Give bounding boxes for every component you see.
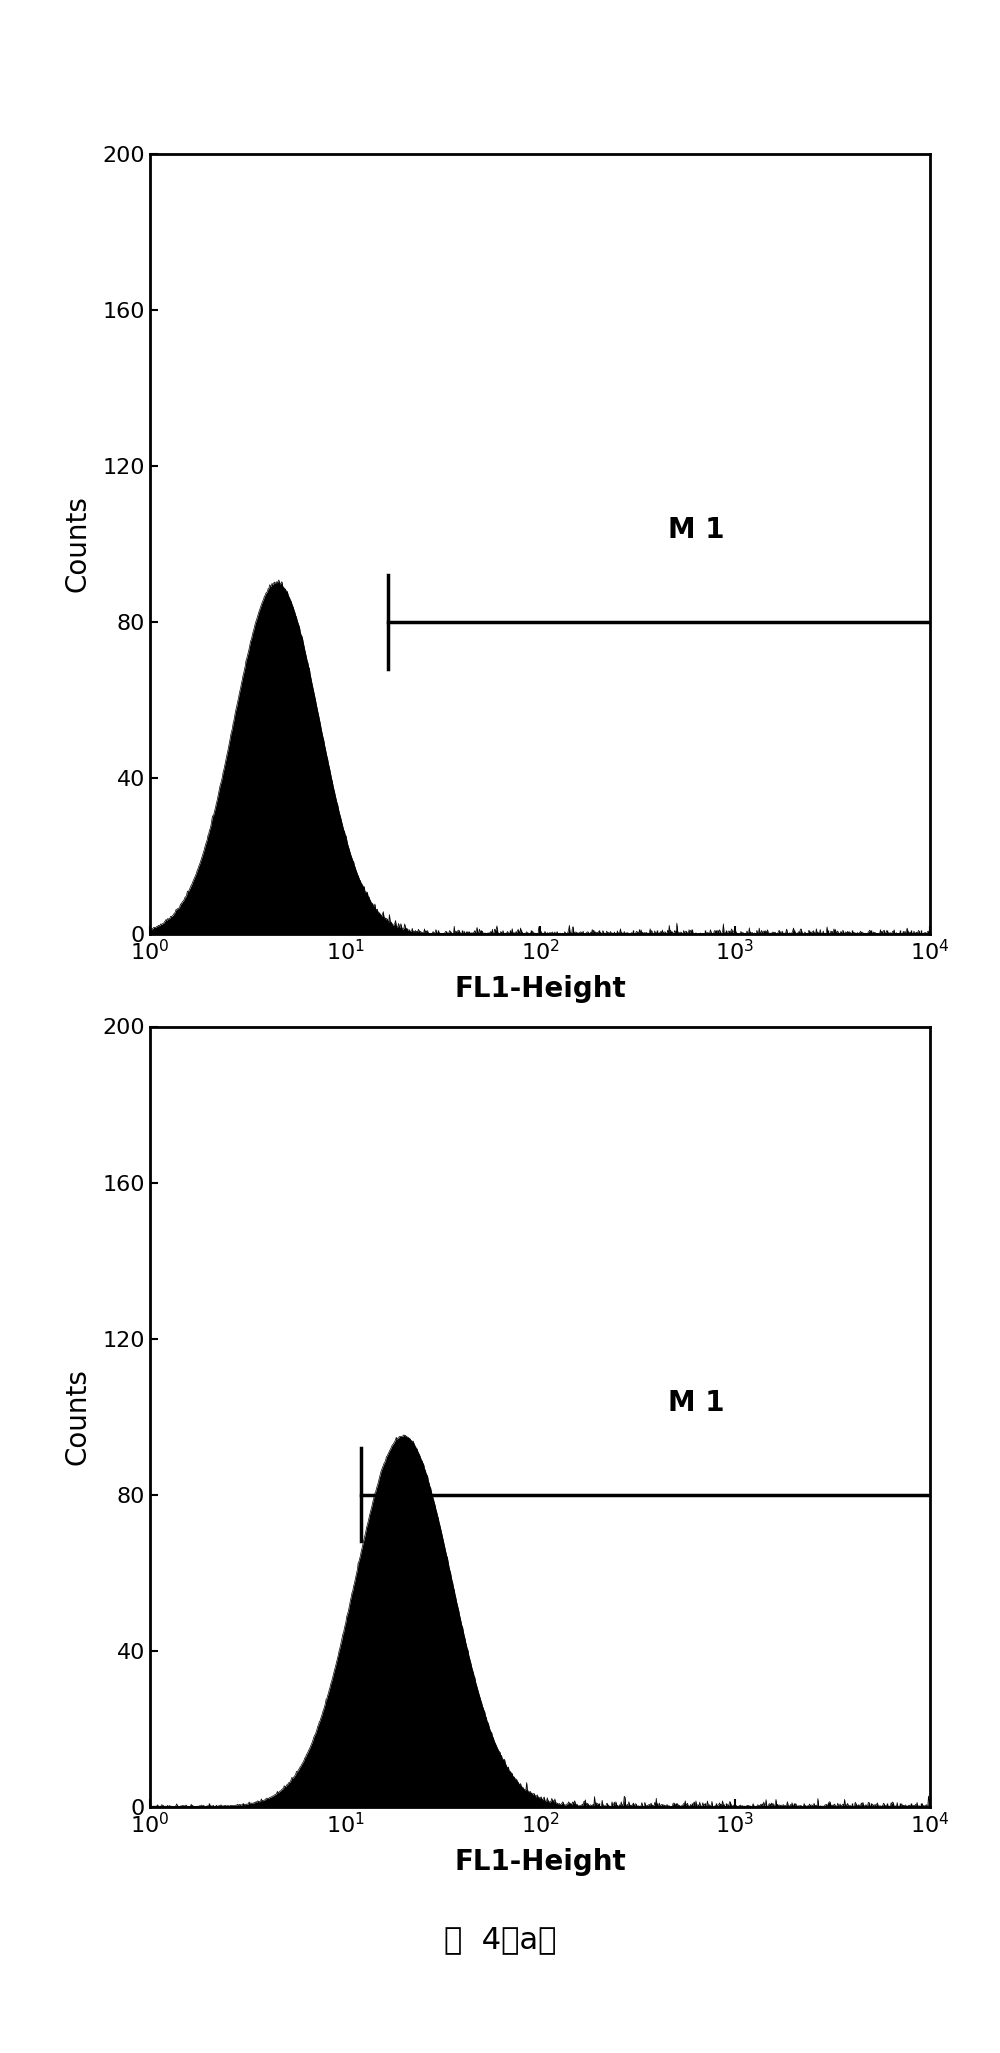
X-axis label: FL1-Height: FL1-Height: [454, 975, 626, 1004]
Text: M 1: M 1: [668, 1388, 724, 1417]
X-axis label: FL1-Height: FL1-Height: [454, 1848, 626, 1876]
Y-axis label: Counts: Counts: [63, 1367, 91, 1466]
Text: M 1: M 1: [668, 515, 724, 544]
Text: 图  4（a）: 图 4（a）: [444, 1926, 556, 1954]
Y-axis label: Counts: Counts: [63, 495, 91, 593]
